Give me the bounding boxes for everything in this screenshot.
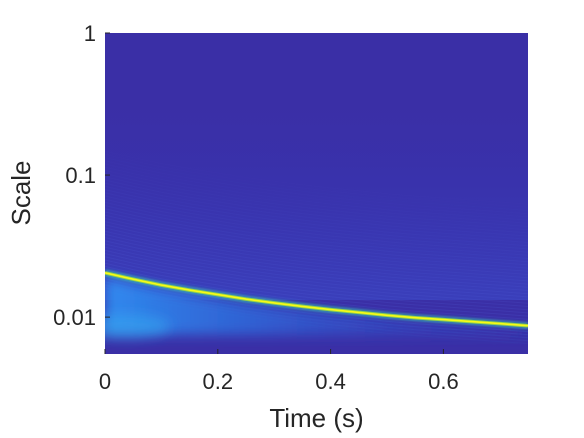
fringe-line — [105, 192, 528, 247]
heatmap-haze — [105, 100, 528, 300]
fringe-line — [105, 185, 528, 240]
fringe-line — [105, 163, 528, 218]
fringe-line — [105, 221, 528, 275]
fringe-line — [105, 259, 528, 314]
fringe-line — [105, 211, 528, 266]
fringe-line — [105, 243, 528, 298]
fringe-line — [105, 262, 528, 317]
y-tick-label: 0.1 — [65, 163, 96, 188]
fringe-line — [105, 160, 528, 215]
fringe-line — [105, 249, 528, 304]
fringe-line — [105, 233, 528, 288]
fringe-line — [105, 198, 528, 253]
x-axis-ticks: 0 0.2 0.4 0.6 — [99, 349, 459, 394]
fringe-line — [105, 205, 528, 259]
x-tick-label: 0 — [99, 369, 111, 394]
fringe-line — [105, 214, 528, 269]
ridge-layer — [105, 269, 528, 330]
fringe-line — [105, 169, 528, 224]
fringe-line — [105, 195, 528, 250]
fringe-line — [105, 201, 528, 256]
y-tick-label: 0.01 — [53, 305, 96, 330]
low-scale-energy-band — [105, 276, 528, 339]
x-axis-label: Time (s) — [269, 403, 363, 433]
fringe-line — [105, 227, 528, 282]
x-tick-label: 0.6 — [428, 369, 459, 394]
plot-area — [105, 33, 528, 354]
y-axis-label: Scale — [6, 160, 36, 225]
fringe-line — [105, 176, 528, 231]
fringe-line — [105, 208, 528, 263]
y-axis-ticks: 1 0.1 0.01 — [53, 21, 110, 330]
energy-band-hotspot — [105, 314, 170, 339]
fringe-line — [105, 240, 528, 295]
fringe-line — [105, 253, 528, 307]
y-tick-label: 1 — [84, 21, 96, 46]
fringe-line — [105, 189, 528, 243]
fringe-line — [105, 237, 528, 291]
fringe-line — [105, 256, 528, 311]
fringe-line — [105, 182, 528, 237]
ridge-core — [105, 272, 528, 327]
fringe-line — [105, 217, 528, 272]
fringe-line — [105, 246, 528, 301]
fringe-line — [105, 265, 528, 320]
x-tick-label: 0.2 — [203, 369, 234, 394]
fringe-line — [105, 224, 528, 279]
energy-band-fill — [105, 276, 528, 338]
x-tick-label: 0.4 — [315, 369, 346, 394]
fringe-line — [105, 179, 528, 234]
fringe-line — [105, 230, 528, 285]
fringe-line — [105, 166, 528, 221]
fringe-line — [105, 173, 528, 227]
